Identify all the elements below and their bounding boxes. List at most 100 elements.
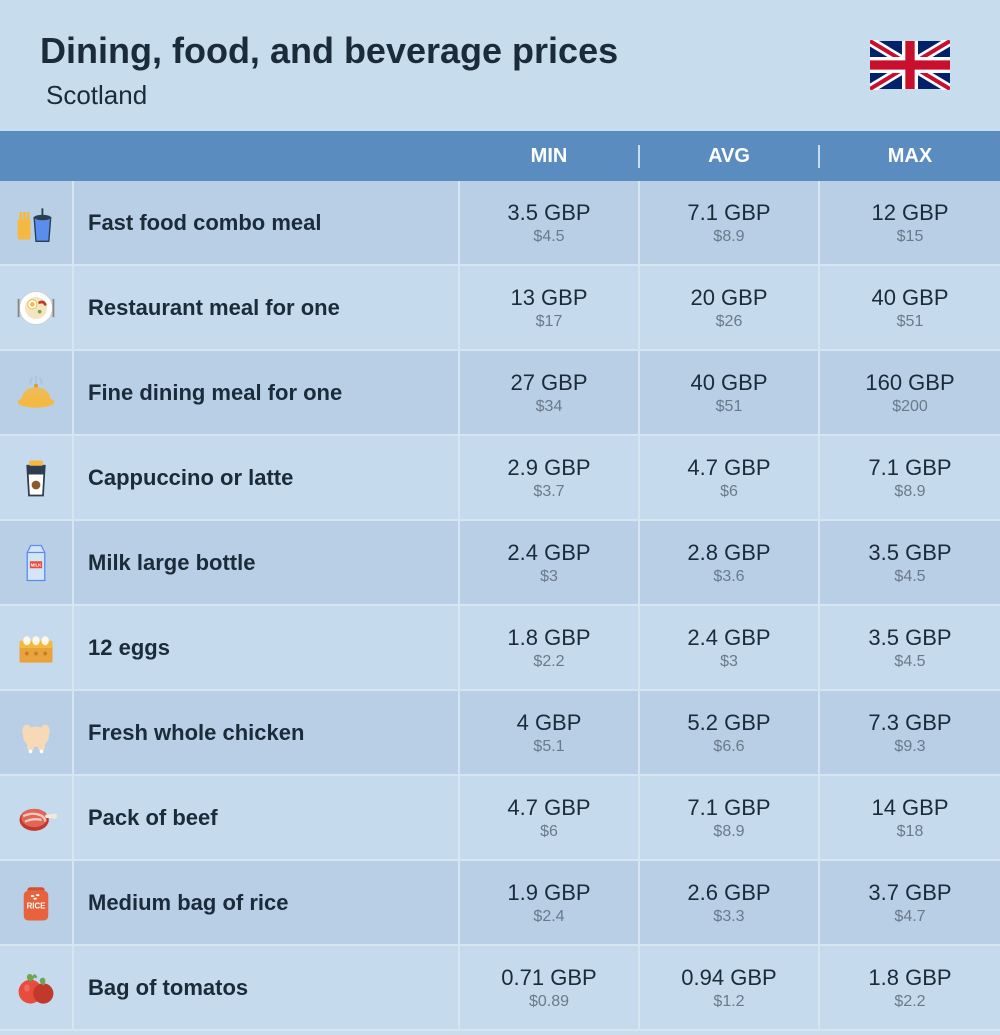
table-row: Fresh whole chicken 4 GBP $5.1 5.2 GBP $…: [0, 691, 1000, 776]
price-gbp: 2.8 GBP: [640, 540, 818, 566]
price-usd: $51: [640, 398, 818, 416]
price-max: 3.7 GBP $4.7: [820, 861, 1000, 944]
price-usd: $3.6: [640, 568, 818, 586]
price-gbp: 27 GBP: [460, 370, 638, 396]
price-min: 27 GBP $34: [460, 351, 640, 434]
page-title: Dining, food, and beverage prices: [40, 30, 618, 72]
price-gbp: 7.1 GBP: [820, 455, 1000, 481]
price-avg: 2.4 GBP $3: [640, 606, 820, 689]
price-table: MIN AVG MAX Fast food combo meal 3.5 GBP…: [0, 131, 1000, 1031]
table-row: Restaurant meal for one 13 GBP $17 20 GB…: [0, 266, 1000, 351]
price-usd: $2.2: [460, 653, 638, 671]
price-gbp: 2.4 GBP: [640, 625, 818, 651]
price-min: 4.7 GBP $6: [460, 776, 640, 859]
price-usd: $4.5: [820, 653, 1000, 671]
price-gbp: 7.3 GBP: [820, 710, 1000, 736]
price-gbp: 7.1 GBP: [640, 200, 818, 226]
price-usd: $4.5: [820, 568, 1000, 586]
price-usd: $6: [460, 823, 638, 841]
coffee-icon: [0, 436, 74, 519]
price-min: 2.9 GBP $3.7: [460, 436, 640, 519]
price-avg: 40 GBP $51: [640, 351, 820, 434]
table-row: MILK Milk large bottle 2.4 GBP $3 2.8 GB…: [0, 521, 1000, 606]
item-name: Restaurant meal for one: [74, 266, 460, 349]
price-avg: 7.1 GBP $8.9: [640, 776, 820, 859]
price-usd: $5.1: [460, 738, 638, 756]
price-usd: $3: [460, 568, 638, 586]
price-gbp: 2.6 GBP: [640, 880, 818, 906]
rice-icon: RICE: [0, 861, 74, 944]
price-usd: $15: [820, 228, 1000, 246]
table-row: Fast food combo meal 3.5 GBP $4.5 7.1 GB…: [0, 181, 1000, 266]
price-usd: $34: [460, 398, 638, 416]
price-usd: $17: [460, 313, 638, 331]
price-gbp: 3.5 GBP: [820, 540, 1000, 566]
table-row: Fine dining meal for one 27 GBP $34 40 G…: [0, 351, 1000, 436]
price-usd: $2.2: [820, 993, 1000, 1011]
tomatos-icon: [0, 946, 74, 1029]
price-usd: $3: [640, 653, 818, 671]
fine-dining-icon: [0, 351, 74, 434]
beef-icon: [0, 776, 74, 859]
price-gbp: 0.71 GBP: [460, 965, 638, 991]
price-max: 3.5 GBP $4.5: [820, 521, 1000, 604]
item-name: Fast food combo meal: [74, 181, 460, 264]
price-usd: $0.89: [460, 993, 638, 1011]
price-max: 40 GBP $51: [820, 266, 1000, 349]
table-row: RICE Medium bag of rice 1.9 GBP $2.4 2.6…: [0, 861, 1000, 946]
price-gbp: 3.5 GBP: [460, 200, 638, 226]
table-body: Fast food combo meal 3.5 GBP $4.5 7.1 GB…: [0, 181, 1000, 1031]
price-usd: $18: [820, 823, 1000, 841]
table-row: Pack of beef 4.7 GBP $6 7.1 GBP $8.9 14 …: [0, 776, 1000, 861]
price-usd: $8.9: [820, 483, 1000, 501]
price-gbp: 40 GBP: [820, 285, 1000, 311]
milk-icon: MILK: [0, 521, 74, 604]
price-avg: 5.2 GBP $6.6: [640, 691, 820, 774]
item-name: Milk large bottle: [74, 521, 460, 604]
price-min: 4 GBP $5.1: [460, 691, 640, 774]
price-gbp: 14 GBP: [820, 795, 1000, 821]
price-gbp: 4.7 GBP: [460, 795, 638, 821]
chicken-icon: [0, 691, 74, 774]
price-usd: $4.7: [820, 908, 1000, 926]
table-row: Cappuccino or latte 2.9 GBP $3.7 4.7 GBP…: [0, 436, 1000, 521]
price-avg: 0.94 GBP $1.2: [640, 946, 820, 1029]
price-usd: $3.3: [640, 908, 818, 926]
header: Dining, food, and beverage prices Scotla…: [0, 0, 1000, 131]
price-min: 0.71 GBP $0.89: [460, 946, 640, 1029]
price-gbp: 3.7 GBP: [820, 880, 1000, 906]
price-usd: $1.2: [640, 993, 818, 1011]
price-max: 160 GBP $200: [820, 351, 1000, 434]
price-gbp: 40 GBP: [640, 370, 818, 396]
price-usd: $26: [640, 313, 818, 331]
table-header: MIN AVG MAX: [0, 131, 1000, 181]
item-name: Fresh whole chicken: [74, 691, 460, 774]
table-row: Bag of tomatos 0.71 GBP $0.89 0.94 GBP $…: [0, 946, 1000, 1031]
price-avg: 2.6 GBP $3.3: [640, 861, 820, 944]
price-gbp: 7.1 GBP: [640, 795, 818, 821]
header-min: MIN: [460, 145, 640, 168]
price-gbp: 0.94 GBP: [640, 965, 818, 991]
price-gbp: 1.8 GBP: [820, 965, 1000, 991]
header-avg: AVG: [640, 145, 820, 168]
price-usd: $8.9: [640, 228, 818, 246]
price-avg: 20 GBP $26: [640, 266, 820, 349]
price-gbp: 4.7 GBP: [640, 455, 818, 481]
svg-text:RICE: RICE: [27, 901, 46, 910]
item-name: Cappuccino or latte: [74, 436, 460, 519]
price-min: 2.4 GBP $3: [460, 521, 640, 604]
header-max: MAX: [820, 145, 1000, 168]
price-usd: $3.7: [460, 483, 638, 501]
price-max: 3.5 GBP $4.5: [820, 606, 1000, 689]
price-min: 3.5 GBP $4.5: [460, 181, 640, 264]
price-avg: 2.8 GBP $3.6: [640, 521, 820, 604]
fast-food-icon: [0, 181, 74, 264]
header-text: Dining, food, and beverage prices Scotla…: [40, 30, 618, 111]
price-max: 7.3 GBP $9.3: [820, 691, 1000, 774]
price-max: 12 GBP $15: [820, 181, 1000, 264]
price-gbp: 2.9 GBP: [460, 455, 638, 481]
price-usd: $2.4: [460, 908, 638, 926]
price-gbp: 5.2 GBP: [640, 710, 818, 736]
price-usd: $200: [820, 398, 1000, 416]
price-usd: $6.6: [640, 738, 818, 756]
